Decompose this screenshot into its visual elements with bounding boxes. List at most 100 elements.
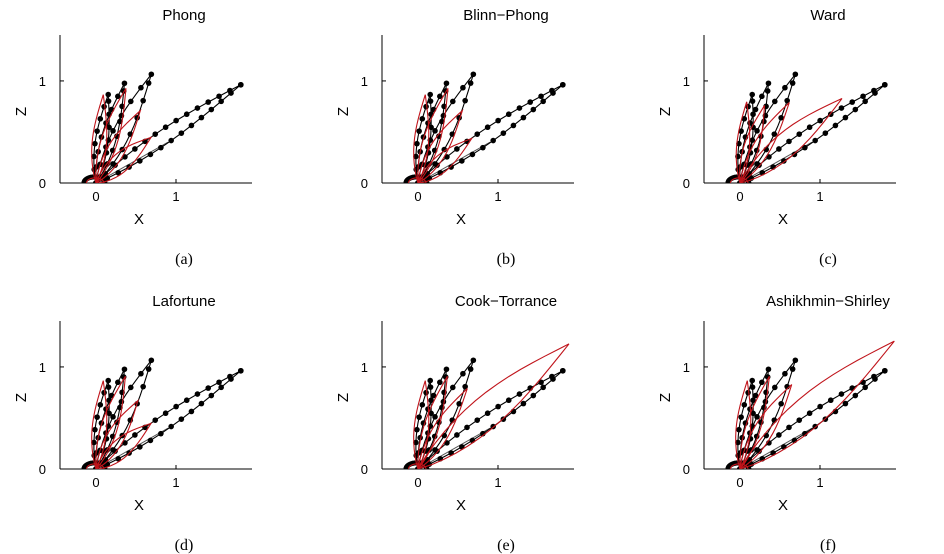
x-axis-label: X bbox=[778, 497, 788, 514]
model-base-line bbox=[407, 463, 427, 469]
y-axis-label: Z bbox=[657, 393, 674, 402]
x-tick-label: 1 bbox=[172, 189, 179, 204]
measured-data-point bbox=[464, 424, 470, 431]
measured-data-point bbox=[530, 106, 537, 113]
measured-data-point bbox=[91, 439, 97, 446]
measured-data-point bbox=[110, 414, 116, 420]
measured-data-point bbox=[540, 98, 546, 105]
x-axis-label: X bbox=[134, 497, 144, 514]
measured-data-point bbox=[538, 379, 544, 386]
measured-data-point bbox=[427, 384, 434, 390]
measured-data-point bbox=[560, 367, 566, 374]
panel-caption: (a) bbox=[175, 251, 193, 268]
measured-data-point bbox=[449, 384, 456, 391]
measured-data-point bbox=[454, 146, 460, 152]
measured-data-point bbox=[432, 414, 438, 420]
measured-data-point bbox=[754, 414, 760, 420]
measured-data-point bbox=[741, 116, 748, 122]
measured-data-point bbox=[162, 124, 169, 131]
base-data-point bbox=[81, 180, 87, 183]
measured-data-point bbox=[427, 91, 434, 98]
measured-data-point bbox=[759, 379, 765, 386]
measured-data-point bbox=[183, 397, 190, 404]
panel-title: Lafortune bbox=[152, 293, 215, 310]
measured-data-point bbox=[802, 430, 808, 437]
measured-data-point bbox=[747, 120, 753, 126]
measured-data-point bbox=[540, 384, 546, 391]
model-lobe-line bbox=[739, 98, 843, 183]
measured-data-point bbox=[138, 84, 144, 91]
measured-data-point bbox=[849, 99, 856, 105]
measured-data-point bbox=[152, 417, 159, 423]
measured-data-point bbox=[140, 383, 146, 390]
x-tick-label: 0 bbox=[736, 189, 743, 204]
measured-data-point bbox=[882, 367, 888, 374]
measured-data-point bbox=[132, 146, 138, 152]
measured-data-point bbox=[459, 158, 465, 164]
measured-data-point bbox=[778, 114, 784, 121]
measured-data-point bbox=[781, 158, 787, 164]
measured-data-point bbox=[510, 122, 517, 129]
measured-data-point bbox=[500, 130, 507, 136]
measured-data-point bbox=[419, 402, 426, 408]
measured-data-point bbox=[94, 414, 100, 420]
measured-data-point bbox=[470, 357, 477, 364]
model-lobe-line bbox=[739, 340, 895, 469]
measured-data-point bbox=[112, 162, 118, 168]
measured-data-point bbox=[782, 370, 788, 377]
measured-data-point bbox=[148, 357, 155, 364]
measured-data-point bbox=[480, 144, 486, 151]
measured-data-point bbox=[862, 384, 868, 391]
model-lobe-line bbox=[413, 380, 430, 469]
model-lobe-line bbox=[417, 88, 449, 183]
measured-data-point bbox=[750, 124, 756, 131]
measured-data-point bbox=[218, 98, 224, 105]
measured-data-point bbox=[147, 437, 154, 444]
measured-data-point bbox=[786, 138, 792, 145]
measured-data-point bbox=[122, 440, 128, 446]
measured-data-point bbox=[132, 432, 138, 438]
measured-data-point bbox=[765, 366, 772, 373]
y-tick-label: 0 bbox=[39, 176, 46, 191]
measured-data-point bbox=[110, 128, 116, 134]
model-base-line bbox=[85, 463, 105, 469]
measured-data-point bbox=[735, 439, 741, 446]
measured-data-point bbox=[427, 377, 434, 384]
measured-data-point bbox=[806, 124, 813, 131]
y-tick-label: 0 bbox=[683, 176, 690, 191]
measured-data-point bbox=[216, 93, 222, 100]
measured-data-point bbox=[454, 432, 460, 438]
x-tick-label: 0 bbox=[92, 475, 99, 490]
measured-data-point bbox=[842, 114, 849, 121]
measured-data-point bbox=[443, 366, 450, 373]
y-tick-label: 0 bbox=[39, 462, 46, 477]
measured-data-point bbox=[474, 417, 481, 423]
measured-data-point bbox=[115, 455, 122, 462]
measured-data-point bbox=[105, 98, 112, 104]
measured-data-point bbox=[448, 164, 454, 170]
measured-data-point bbox=[786, 424, 792, 431]
x-tick-label: 1 bbox=[172, 475, 179, 490]
x-axis-label: X bbox=[778, 211, 788, 228]
model-lobe-line bbox=[413, 94, 430, 183]
measured-data-point bbox=[198, 400, 205, 407]
measured-data-point bbox=[198, 114, 205, 121]
measured-data-point bbox=[860, 379, 866, 386]
measured-data-point bbox=[238, 367, 244, 374]
measured-data-point bbox=[771, 131, 778, 137]
measured-data-point bbox=[105, 377, 112, 384]
y-axis-label: Z bbox=[13, 393, 30, 402]
measured-data-point bbox=[434, 162, 440, 168]
model-lobe-line bbox=[95, 398, 139, 469]
measured-data-point bbox=[817, 117, 823, 124]
panel-caption: (e) bbox=[497, 537, 515, 554]
panel-a: 0 0 1 1 X Z Phong (a) bbox=[13, 7, 252, 268]
measured-data-point bbox=[872, 376, 878, 382]
measured-data-point bbox=[749, 91, 756, 98]
measured-data-point bbox=[784, 97, 790, 104]
y-axis-label: Z bbox=[657, 107, 674, 116]
plot-area bbox=[725, 71, 888, 183]
measured-data-point bbox=[188, 408, 195, 415]
model-lobe-line bbox=[417, 108, 464, 183]
measured-data-point bbox=[173, 117, 179, 124]
